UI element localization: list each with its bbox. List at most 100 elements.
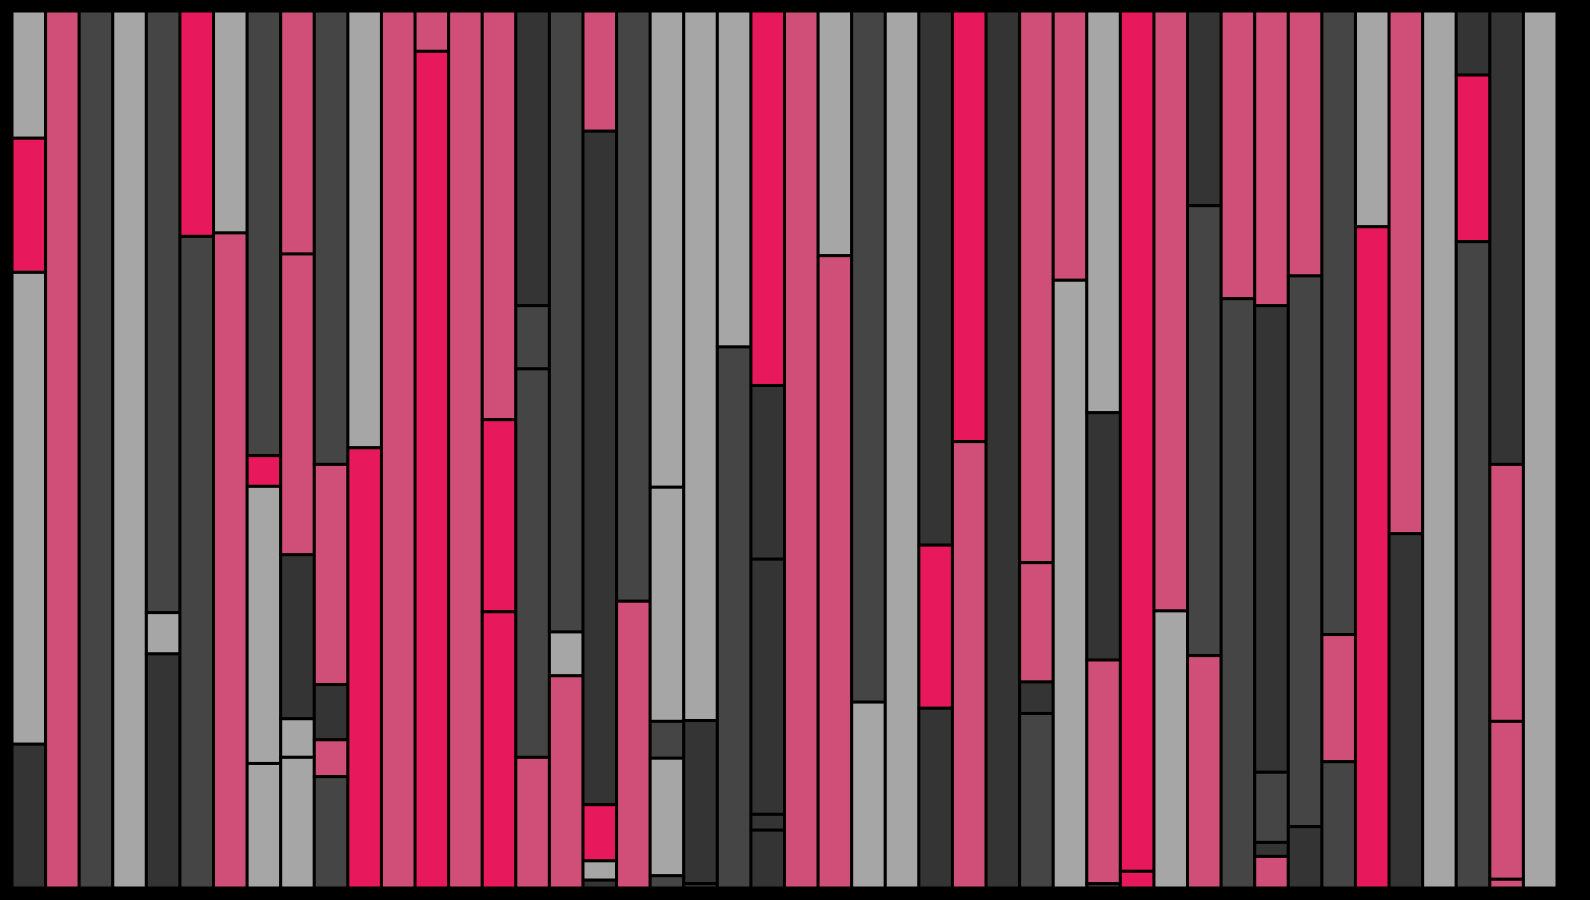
column-12-segment-1 [379,9,417,890]
column-36-segment-2 [1186,204,1223,658]
column-11-segment-1 [346,9,383,450]
column-13-segment-1 [413,9,451,53]
column-6-segment-2 [178,234,216,890]
column-18-segment-3 [581,803,619,863]
column-15-segment-1 [480,9,518,422]
column-6-segment-1 [178,9,216,238]
column-20-segment-1 [648,9,686,489]
column-23-segment-1 [749,9,786,387]
column-13-segment-2 [413,49,451,890]
column-30-segment-1 [984,9,1022,890]
column-10-segment-1 [312,9,350,466]
column-28-segment-1 [917,9,954,547]
column-33-segment-1 [1085,9,1122,415]
column-16-segment-4 [514,755,551,890]
column-20-segment-3 [648,719,686,760]
column-31-segment-1 [1018,9,1055,565]
column-29-segment-1 [950,9,988,444]
column-10-segment-5 [312,775,350,890]
column-8-segment-4 [245,761,283,890]
column-29-segment-2 [950,440,988,890]
column-3-segment-1 [77,9,115,890]
column-25-segment-2 [816,254,854,890]
column-22-segment-2 [715,345,753,890]
column-43-segment-1 [1421,9,1458,890]
column-39-segment-1 [1286,9,1324,278]
column-38-segment-2 [1253,304,1290,774]
column-40-segment-3 [1320,760,1357,890]
column-39-segment-3 [1286,825,1324,890]
column-36-segment-1 [1186,9,1223,208]
column-38-segment-1 [1253,9,1290,308]
column-42-segment-2 [1387,532,1425,890]
column-5-segment-3 [144,652,182,890]
column-7-segment-1 [212,9,249,235]
column-35-segment-2 [1152,609,1190,890]
column-32-segment-2 [1051,278,1089,890]
column-38-segment-3 [1253,770,1290,844]
column-14-segment-1 [447,9,484,890]
column-24-segment-1 [783,9,820,890]
column-16-segment-1 [514,9,551,308]
column-37-segment-1 [1219,9,1257,301]
column-28-segment-3 [917,706,954,890]
column-19-segment-1 [615,9,652,603]
column-45-segment-3 [1488,719,1525,881]
column-8-segment-1 [245,9,283,458]
column-15-segment-3 [480,610,518,890]
column-7-segment-2 [212,231,249,890]
column-8-segment-3 [245,484,283,765]
column-45-segment-2 [1488,462,1525,723]
column-34-segment-2 [1118,869,1156,890]
column-5-segment-2 [144,611,182,656]
column-16-segment-2 [514,304,551,371]
column-9-segment-1 [279,9,316,256]
column-9-segment-4 [279,717,316,759]
column-23-segment-3 [749,557,786,816]
column-42-segment-1 [1387,9,1425,536]
column-28-segment-2 [917,543,954,710]
column-46-segment-1 [1521,9,1559,890]
column-22-segment-1 [715,9,753,349]
column-23-segment-4 [749,812,786,832]
column-25-segment-1 [816,9,854,258]
column-35-segment-1 [1152,9,1190,613]
column-33-segment-2 [1085,411,1122,662]
column-9-segment-3 [279,553,316,721]
column-15-segment-2 [480,418,518,614]
column-23-segment-2 [749,383,786,561]
column-4-segment-1 [111,9,148,890]
column-17-segment-3 [547,674,585,890]
column-31-segment-4 [1018,711,1055,890]
column-9-segment-5 [279,755,316,890]
column-9-segment-2 [279,252,316,557]
column-34-segment-1 [1118,9,1156,873]
column-18-segment-4 [581,859,619,882]
column-41-segment-1 [1353,9,1391,229]
column-32-segment-1 [1051,9,1089,282]
column-38-segment-4 [1253,840,1290,858]
column-11-segment-2 [346,446,383,890]
column-31-segment-3 [1018,680,1055,715]
column-36-segment-3 [1186,654,1223,890]
column-1-segment-2 [10,136,48,274]
column-23-segment-5 [749,828,786,890]
column-31-segment-2 [1018,561,1055,684]
column-44-segment-3 [1454,240,1492,890]
column-18-segment-2 [581,129,619,807]
column-17-segment-2 [547,630,585,678]
column-19-segment-2 [615,599,652,890]
column-21-segment-1 [682,9,719,723]
column-39-segment-2 [1286,274,1324,829]
column-26-segment-1 [850,9,887,704]
column-20-segment-4 [648,756,686,878]
column-40-segment-1 [1320,9,1357,637]
column-37-segment-2 [1219,297,1257,890]
column-1-segment-3 [10,270,48,746]
column-5-segment-1 [144,9,182,615]
column-44-segment-1 [1454,9,1492,77]
column-2-segment-1 [44,9,81,890]
column-27-segment-1 [883,9,921,890]
column-26-segment-2 [850,700,887,890]
